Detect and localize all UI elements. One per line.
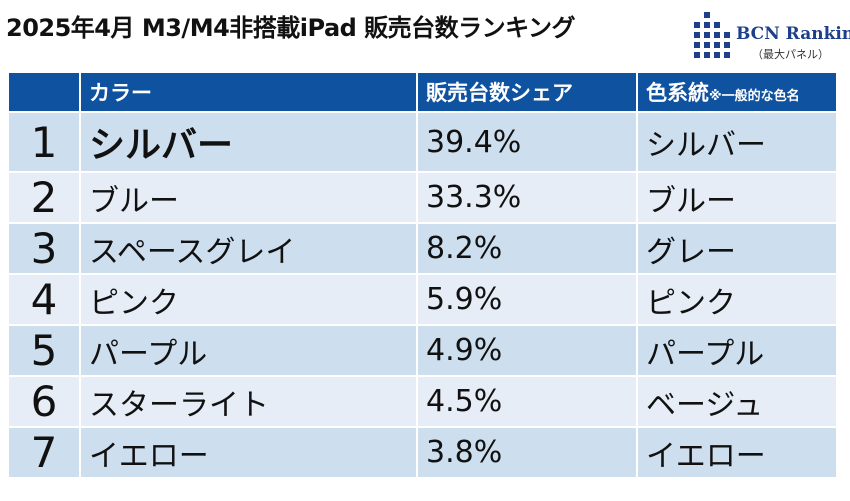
rank-cell: 1 [7, 111, 81, 173]
table-row: 5 パープル 4.9% パープル [7, 324, 838, 377]
share-cell: 4.9% [416, 324, 638, 377]
page-title: 2025年4月 M3/M4非搭載iPad 販売台数ランキング [6, 14, 575, 42]
header-family-label: 色系統 [646, 81, 709, 105]
table-row: 4 ピンク 5.9% ピンク [7, 273, 838, 326]
bcn-logo-icon [694, 12, 730, 58]
family-cell: ピンク [636, 273, 838, 326]
logo-subtext: （最大パネル） [752, 48, 829, 61]
family-cell: ブルー [636, 171, 838, 224]
share-cell: 8.2% [416, 222, 638, 275]
rank-cell: 4 [7, 273, 81, 326]
rank-cell: 5 [7, 324, 81, 377]
color-cell: スターライト [79, 375, 418, 428]
table-header: カラー 販売台数シェア 色系統※一般的な色名 [7, 71, 838, 113]
rank-cell: 6 [7, 375, 81, 428]
ranking-table: カラー 販売台数シェア 色系統※一般的な色名 1 シルバー 39.4% シルバー 2 ブル… [7, 71, 838, 479]
family-cell: シルバー [636, 111, 838, 173]
color-cell: ブルー [79, 171, 418, 224]
table-row: 2 ブルー 33.3% ブルー [7, 171, 838, 224]
logo-text: BCN Ranking [736, 24, 850, 44]
share-cell: 3.8% [416, 426, 638, 479]
bcn-logo: BCN Ranking （最大パネル） [690, 10, 850, 62]
share-cell: 33.3% [416, 171, 638, 224]
family-cell: ベージュ [636, 375, 838, 428]
rank-cell: 2 [7, 171, 81, 224]
header-share: 販売台数シェア [416, 71, 638, 113]
color-cell: イエロー [79, 426, 418, 479]
color-cell: スペースグレイ [79, 222, 418, 275]
family-cell: パープル [636, 324, 838, 377]
color-cell: シルバー [79, 111, 418, 173]
table-row: 1 シルバー 39.4% シルバー [7, 111, 838, 173]
header-note: ※一般的な色名 [709, 89, 800, 104]
share-cell: 39.4% [416, 111, 638, 173]
family-cell: イエロー [636, 426, 838, 479]
rank-cell: 7 [7, 426, 81, 479]
color-cell: ピンク [79, 273, 418, 326]
family-cell: グレー [636, 222, 838, 275]
header-color: カラー [79, 71, 418, 113]
header-family: 色系統※一般的な色名 [636, 71, 838, 113]
share-cell: 5.9% [416, 273, 638, 326]
table-row: 7 イエロー 3.8% イエロー [7, 426, 838, 479]
table-row: 3 スペースグレイ 8.2% グレー [7, 222, 838, 275]
rank-cell: 3 [7, 222, 81, 275]
share-cell: 4.5% [416, 375, 638, 428]
color-cell: パープル [79, 324, 418, 377]
header-rank [7, 71, 81, 113]
table-row: 6 スターライト 4.5% ベージュ [7, 375, 838, 428]
